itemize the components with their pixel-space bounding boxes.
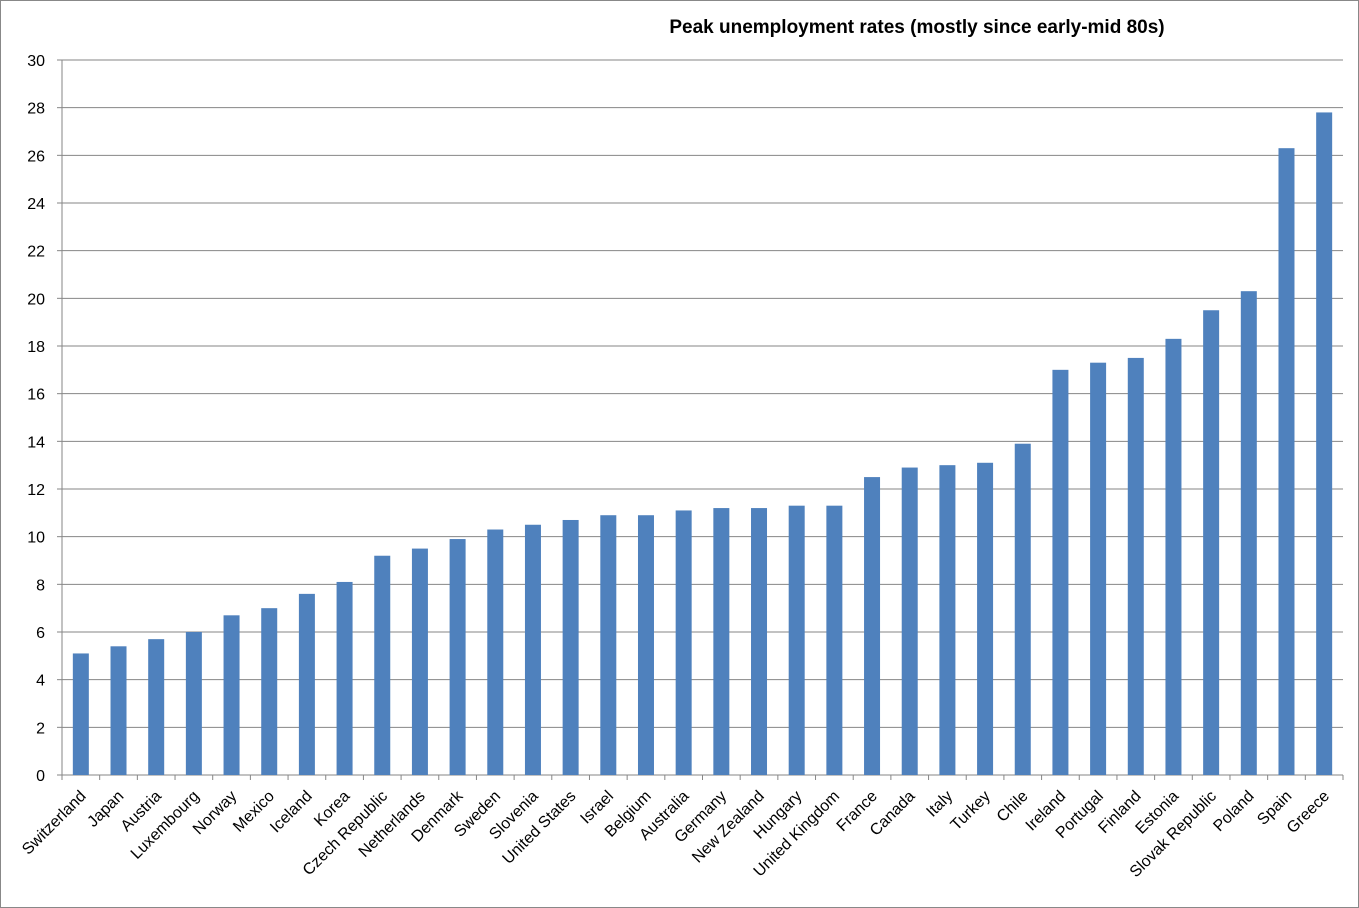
bar-united-kingdom (826, 505, 843, 775)
chart-title: Peak unemployment rates (mostly since ea… (669, 17, 1164, 38)
x-tick-label: Poland (1210, 788, 1257, 835)
y-tick-label: 28 (27, 101, 45, 118)
y-tick-label: 16 (27, 387, 45, 404)
bar-luxembourg (185, 632, 202, 775)
bar-united-states (562, 519, 579, 775)
x-tick-label: Turkey (948, 788, 994, 834)
bar-korea (336, 581, 353, 775)
bar-belgium (637, 515, 654, 775)
bar-spain (1278, 148, 1295, 775)
bar-france (864, 477, 881, 775)
x-tick-label: Greece (1284, 788, 1333, 837)
y-tick-label: 20 (27, 291, 45, 308)
bar-germany (713, 508, 730, 775)
bar-finland (1127, 357, 1144, 775)
bar-portugal (1090, 362, 1107, 775)
bar-estonia (1165, 338, 1182, 775)
y-tick-label: 4 (36, 673, 45, 690)
y-tick-label: 12 (27, 482, 45, 499)
y-tick-label: 2 (36, 720, 45, 737)
y-tick-label: 0 (36, 768, 45, 785)
bar-norway (223, 615, 240, 775)
bar-poland (1240, 291, 1257, 775)
y-tick-label: 14 (27, 434, 45, 451)
y-tick-label: 30 (27, 53, 45, 70)
y-tick-label: 18 (27, 339, 45, 356)
bar-turkey (977, 462, 994, 775)
x-tick-label: Italy (923, 788, 956, 821)
y-tick-label: 22 (27, 244, 45, 261)
y-tick-label: 8 (36, 577, 45, 594)
x-tick-label: Switzerland (19, 788, 90, 859)
bar-austria (148, 639, 165, 775)
bar-hungary (788, 505, 805, 775)
bar-iceland (298, 593, 315, 775)
bar-mexico (261, 608, 278, 775)
bar-slovenia (524, 524, 541, 775)
bar-czech-republic (374, 555, 391, 775)
bar-switzerland (72, 653, 89, 775)
bar-japan (110, 646, 127, 775)
bar-sweden (487, 529, 504, 775)
bar-israel (600, 515, 617, 775)
bar-canada (901, 467, 918, 775)
bar-australia (675, 510, 692, 775)
y-tick-label: 6 (36, 625, 45, 642)
bar-greece (1316, 112, 1333, 775)
x-tick-label: Iceland (267, 788, 316, 837)
bar-ireland (1052, 369, 1069, 775)
bar-new-zealand (751, 508, 768, 775)
y-tick-label: 10 (27, 530, 45, 547)
bar-denmark (449, 539, 466, 775)
y-tick-label: 26 (27, 148, 45, 165)
bar-slovak-republic (1203, 310, 1220, 775)
bar-chile (1014, 443, 1031, 775)
y-tick-label: 24 (27, 196, 45, 213)
bar-italy (939, 465, 956, 775)
bar-netherlands (411, 548, 428, 775)
